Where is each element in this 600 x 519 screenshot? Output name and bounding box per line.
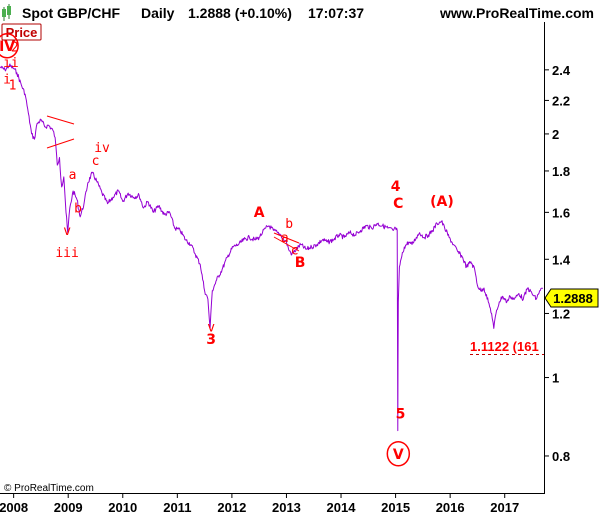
y-tick-label: 1.6 xyxy=(552,205,570,220)
wedge-pattern-2012 xyxy=(273,232,300,252)
triangle-pattern-2008 xyxy=(46,115,75,149)
wave-label: iii xyxy=(55,246,78,261)
x-tick-label: 2012 xyxy=(217,500,246,515)
price-panel-label: Price xyxy=(6,25,38,40)
wave-label: v xyxy=(207,320,215,335)
wave-label: i xyxy=(3,72,11,87)
chart-header: Spot GBP/CHF Daily 1.2888 (+0.10%) 17:07… xyxy=(2,4,594,21)
circled-wave-label: IV xyxy=(0,39,15,55)
wave-label: 1 xyxy=(9,78,17,93)
x-tick-label: 2014 xyxy=(327,500,357,515)
wave-label: iv xyxy=(94,141,110,156)
last-quote: 1.2888 (+0.10%) xyxy=(188,5,292,21)
price-panel-tab[interactable]: Price xyxy=(1,23,42,41)
circled-wave-marker xyxy=(0,33,19,59)
y-tick-label: 1.8 xyxy=(552,164,570,179)
y-tick-label: 2.2 xyxy=(552,93,570,108)
y-tick-label: 2 xyxy=(552,127,559,142)
wave-label: 2 xyxy=(11,40,19,55)
wave-label: 3 xyxy=(206,332,216,348)
wave-label: v xyxy=(63,224,71,239)
y-axis: 0.8 1 1.2 1.4 1.6 1.8 2 2.2 2.4 xyxy=(544,63,571,464)
circled-wave-marker xyxy=(386,441,411,467)
wave-label: c xyxy=(291,243,299,258)
x-tick-label: 2009 xyxy=(54,500,83,515)
y-tick-label: 1.4 xyxy=(552,252,571,267)
current-price-value: 1.2888 xyxy=(553,291,593,306)
wave-label: 4 xyxy=(391,179,401,195)
y-tick-label: 1 xyxy=(552,371,559,386)
wave-label: a xyxy=(281,231,289,246)
support-level-label: 1.1122 (161 xyxy=(470,339,539,354)
site-url: www.ProRealTime.com xyxy=(439,5,594,21)
wave-label: a xyxy=(69,168,77,183)
price-series-line xyxy=(0,63,543,432)
wave-label: B xyxy=(295,255,306,271)
x-tick-label: 2017 xyxy=(490,500,519,515)
wave-label: ii xyxy=(3,56,19,71)
clock-time: 17:07:37 xyxy=(308,5,364,21)
wave-label: b xyxy=(74,201,82,216)
x-tick-label: 2010 xyxy=(108,500,137,515)
x-tick-label: 2016 xyxy=(436,500,465,515)
circled-wave-label: V xyxy=(393,447,404,463)
period-label: Daily xyxy=(141,5,175,21)
wave-label: c xyxy=(92,154,100,169)
x-tick-label: 2008 xyxy=(0,500,28,515)
x-axis: 2008 2009 2010 2011 2012 2013 2014 2015 2016 2017 xyxy=(0,493,519,515)
instrument-name: Spot GBP/CHF xyxy=(22,5,120,21)
current-price-marker: 1.2888 xyxy=(544,288,599,308)
x-tick-label: 2011 xyxy=(163,500,191,515)
copyright-text: © ProRealTime.com xyxy=(4,483,94,494)
wave-label: (A) xyxy=(430,194,454,210)
wave-label: A xyxy=(254,205,265,221)
y-tick-label: 1.2 xyxy=(552,306,570,321)
candlestick-icon xyxy=(2,4,11,21)
y-tick-label: 2.4 xyxy=(552,63,571,78)
x-tick-label: 2015 xyxy=(381,500,410,515)
x-tick-label: 2013 xyxy=(272,500,301,515)
y-tick-label: 0.8 xyxy=(552,449,570,464)
wave-label: C xyxy=(393,196,403,212)
wave-label: b xyxy=(285,217,293,232)
wave-label: 5 xyxy=(396,406,406,422)
